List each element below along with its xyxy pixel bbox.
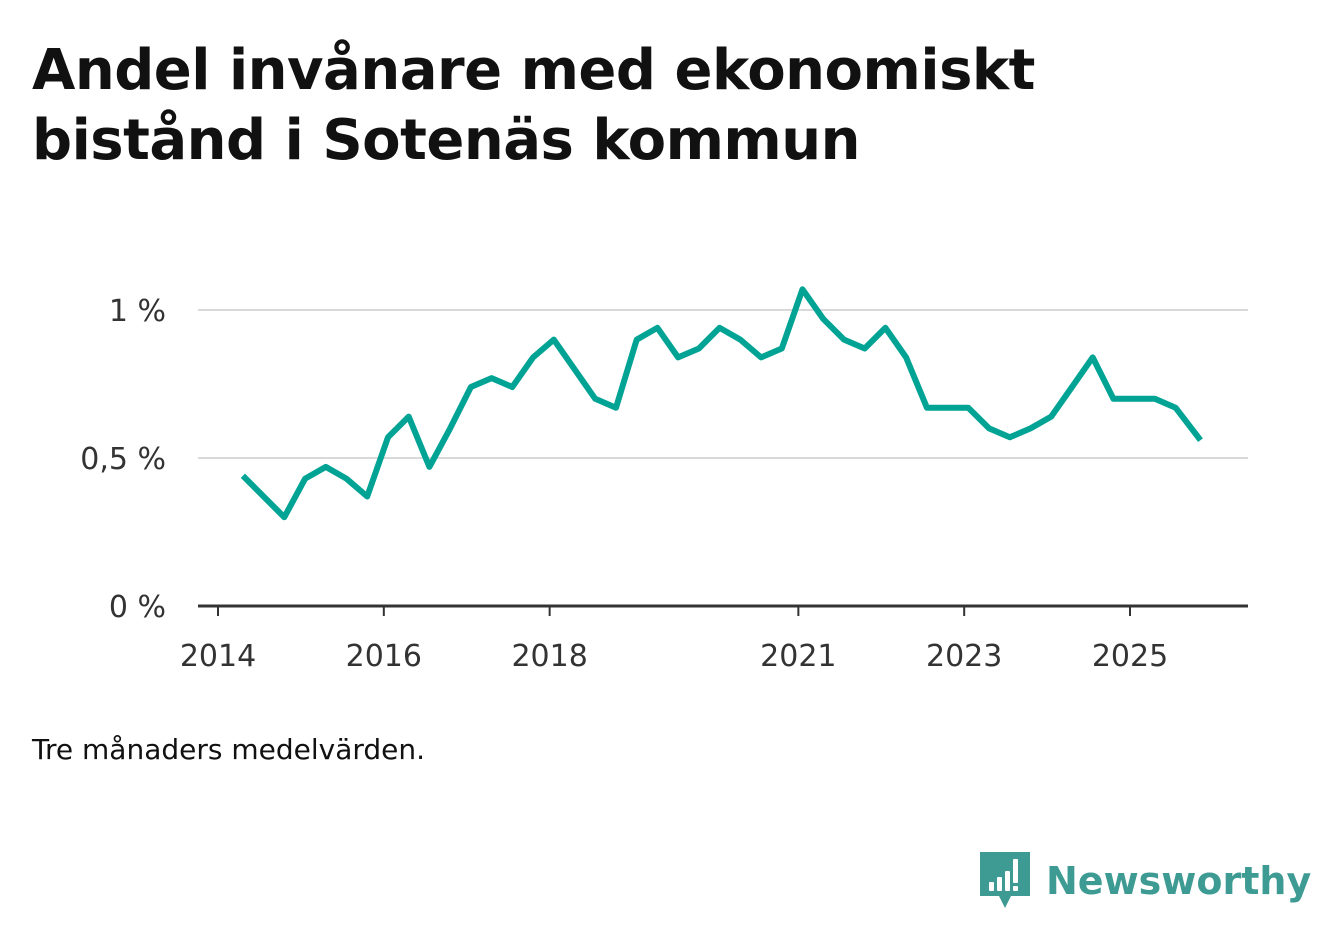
data-point-31 [882,325,888,331]
data-point-4 [323,464,329,470]
data-point-44 [1152,396,1158,402]
data-point-28 [820,316,826,322]
x-axis-labels: 2014 2016 2018 2021 2023 2025 [180,639,1168,674]
y-tick-label-1: 0,5 % [80,442,166,477]
data-point-18 [613,405,619,411]
chart-caption: Tre månaders medelvärden. [32,733,426,766]
data-point-40 [1069,384,1075,390]
data-point-9 [426,464,432,470]
data-point-15 [551,337,557,343]
x-tick-label-2: 2018 [511,639,587,674]
data-point-32 [903,354,909,360]
x-tick-label-4: 2023 [926,639,1002,674]
data-point-17 [592,396,598,402]
y-tick-label-2: 1 % [109,294,166,329]
data-point-3 [302,476,308,482]
data-point-26 [779,345,785,351]
data-point-6 [364,493,370,499]
data-point-10 [447,425,453,431]
brand-logo: Newsworthy [980,850,1311,912]
data-point-11 [468,384,474,390]
data-point-8 [406,414,412,420]
data-point-27 [800,286,806,292]
data-point-36 [986,425,992,431]
data-point-5 [344,476,350,482]
data-point-22 [696,345,702,351]
data-point-16 [572,366,578,372]
data-point-25 [758,354,764,360]
chart-title: Andel invånare med ekonomiskt bistånd i … [32,38,1035,173]
data-point-19 [634,337,640,343]
data-point-35 [965,405,971,411]
data-point-37 [1007,434,1013,440]
data-point-21 [675,354,681,360]
data-point-20 [654,325,660,331]
gridlines [198,309,1248,459]
newsworthy-logo-icon [980,852,1030,908]
data-point-41 [1090,354,1096,360]
data-point-33 [924,405,930,411]
data-point-42 [1110,396,1116,402]
x-axis [198,604,1248,616]
data-point-0 [240,473,246,479]
data-point-39 [1048,414,1054,420]
data-point-24 [737,337,743,343]
data-point-45 [1173,405,1179,411]
y-axis-labels: 0 % 0,5 % 1 % [80,294,166,625]
data-point-23 [717,325,723,331]
brand-name: Newsworthy [1046,859,1312,903]
data-point-2 [281,514,287,520]
data-point-38 [1028,425,1034,431]
data-point-29 [841,337,847,343]
data-point-34 [945,405,951,411]
data-point-1 [261,493,267,499]
series-layer [240,286,1203,521]
x-tick-label-1: 2016 [346,639,422,674]
data-point-43 [1131,396,1137,402]
data-point-14 [530,354,536,360]
line-chart: 0 % 0,5 % 1 % 2014 2016 2018 2021 2023 2025 [80,286,1248,674]
data-point-7 [385,434,391,440]
x-tick-label-5: 2025 [1092,639,1168,674]
x-tick-label-3: 2021 [760,639,836,674]
data-point-46 [1197,437,1203,443]
data-point-13 [509,384,515,390]
series-line-0 [240,286,1203,521]
data-point-12 [489,375,495,381]
x-tick-label-0: 2014 [180,639,256,674]
data-point-30 [862,345,868,351]
y-tick-label-0: 0 % [109,590,166,625]
